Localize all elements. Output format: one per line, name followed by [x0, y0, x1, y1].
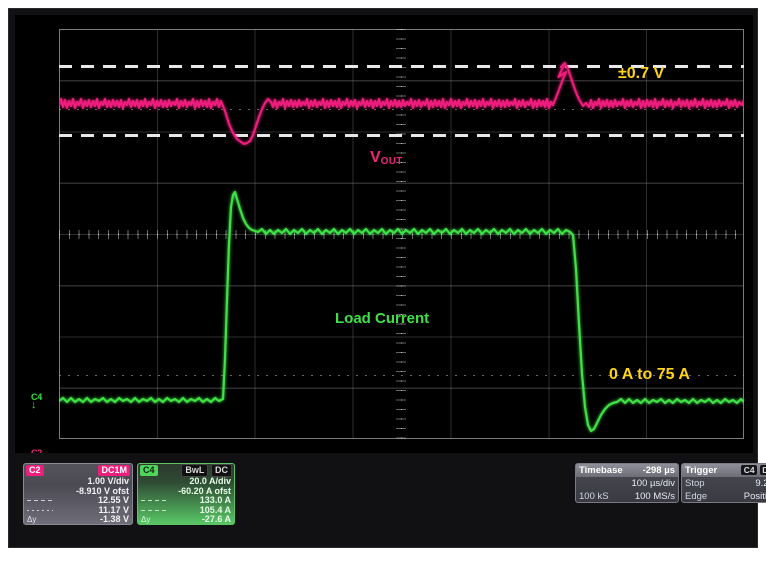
annotation-ripple: ±0.7 V [618, 65, 665, 82]
channel-c4-cursor-a-row: 133.0 A [138, 496, 234, 506]
status-bar: C2 DC1M 1.00 V/div -8.910 V ofst 12.55 V… [15, 459, 766, 543]
cursor-dotted-upper [59, 109, 744, 110]
channel-c4-chip[interactable]: C4 [140, 465, 158, 476]
channel-c2-coupling-chip[interactable]: DC1M [98, 465, 130, 476]
timebase-scale-row: 100 µs/div [576, 477, 678, 490]
channel-c4-delta-label: Δy [141, 515, 151, 525]
trigger-level: 9.2 A [755, 478, 766, 489]
cursor-b-dash-icon [141, 510, 167, 512]
trigger-source-chip[interactable]: C4 [741, 465, 758, 475]
cursor-line-a[interactable] [59, 65, 744, 68]
channel-c2-delta-label: Δy [27, 515, 37, 525]
channel-marker-c4[interactable]: C4 ↓ [31, 392, 43, 411]
channel-c2-delta-row: Δy -1.38 V [24, 514, 132, 525]
channel-marker-c2-label: C2 [31, 448, 43, 454]
cursor-b-dash-icon [27, 510, 53, 512]
channel-marker-c4-arrow: ↓ [31, 399, 37, 411]
graticule-area[interactable]: C4 ↓ C2 ↓ ±0.7 V VOUT Load Current 0 A t… [15, 15, 753, 453]
instrument-body: C4 ↓ C2 ↓ ±0.7 V VOUT Load Current 0 A t… [8, 8, 766, 548]
channel-c4-delta-row: Δy -27.6 A [138, 514, 234, 525]
channel-c4-cursor-b: 105.4 A [199, 504, 231, 515]
channel-panel-c4-header: C4 BwL DC [138, 464, 234, 477]
timebase-header: Timebase -298 µs [576, 464, 678, 477]
cursor-dotted-lower [59, 375, 744, 376]
cursor-a-dash-icon [27, 500, 53, 502]
channel-c2-cursor-b-row: 11.17 V [24, 504, 132, 516]
channel-c4-offset: -60.20 A ofst [178, 485, 231, 496]
channel-c2-offset-row: -8.910 V ofst [24, 485, 132, 497]
timebase-delay: -298 µs [642, 465, 675, 476]
channel-panel-c2-header: C2 DC1M [24, 464, 132, 477]
channel-c4-delta-value: -27.6 A [201, 514, 231, 525]
timebase-sample-rate: 100 MS/s [634, 491, 675, 502]
channel-c2-cursor-b: 11.17 V [98, 504, 129, 515]
trigger-slope: Positive [743, 491, 766, 502]
trace-load-current-c4 [59, 190, 744, 433]
trigger-header: Trigger C4 DC [682, 464, 766, 477]
channel-marker-c2[interactable]: C2 ↓ [31, 448, 43, 454]
channel-c2-scale-row: 1.00 V/div [24, 476, 132, 487]
channel-c4-scale: 20.0 A/div [189, 476, 231, 486]
annotation-vout-main: V [370, 149, 381, 166]
timebase-scale: 100 µs/div [631, 478, 676, 489]
channel-c4-offset-row: -60.20 A ofst [138, 485, 234, 497]
timebase-acq-row: 100 kS 100 MS/s [576, 490, 678, 502]
cursor-a-dash-icon [141, 500, 167, 502]
trigger-panel[interactable]: Trigger C4 DC Stop 9.2 A Edge Positive [681, 463, 766, 503]
trigger-mode-row: Edge Positive [682, 490, 766, 502]
channel-c2-cursor-a-row: 12.55 V [24, 496, 132, 506]
cursor-line-b[interactable] [59, 134, 744, 137]
channel-c2-cursor-a: 12.55 V [97, 495, 129, 506]
annotation-current-step: 0 A to 75 A [609, 366, 690, 383]
trace-vout-c2 [59, 61, 744, 146]
trigger-state: Stop [685, 478, 705, 489]
channel-marker-c4-label: C4 [31, 392, 43, 402]
trigger-coupling-chip[interactable]: DC [759, 465, 766, 475]
channel-c4-scale-row: 20.0 A/div [138, 476, 234, 487]
channel-c4-cursor-a: 133.0 A [199, 495, 231, 506]
timebase-panel[interactable]: Timebase -298 µs 100 µs/div 100 kS 100 M… [575, 463, 679, 503]
channel-c4-cursor-b-row: 105.4 A [138, 504, 234, 516]
timebase-memory: 100 kS [579, 491, 609, 502]
annotation-load-current: Load Current [335, 310, 430, 327]
trigger-title: Trigger [685, 465, 718, 476]
timebase-title: Timebase [579, 465, 623, 476]
channel-c2-scale: 1.00 V/div [87, 476, 129, 486]
channel-c2-delta-value: -1.38 V [99, 514, 129, 525]
channel-panel-c2[interactable]: C2 DC1M 1.00 V/div -8.910 V ofst 12.55 V… [23, 463, 133, 525]
trigger-state-row: Stop 9.2 A [682, 477, 766, 490]
channel-panel-c4[interactable]: C4 BwL DC 20.0 A/div -60.20 A ofst 133.0… [137, 463, 235, 525]
annotation-vout-subscript: OUT [380, 156, 403, 167]
trigger-mode: Edge [685, 491, 708, 502]
annotation-vout: VOUT [370, 149, 403, 167]
channel-c2-offset: -8.910 V ofst [75, 485, 129, 496]
channel-c4-bandwidth-chip[interactable]: BwL [181, 464, 209, 477]
channel-c2-chip[interactable]: C2 [26, 465, 44, 476]
channel-c4-coupling-chip[interactable]: DC [211, 464, 232, 477]
